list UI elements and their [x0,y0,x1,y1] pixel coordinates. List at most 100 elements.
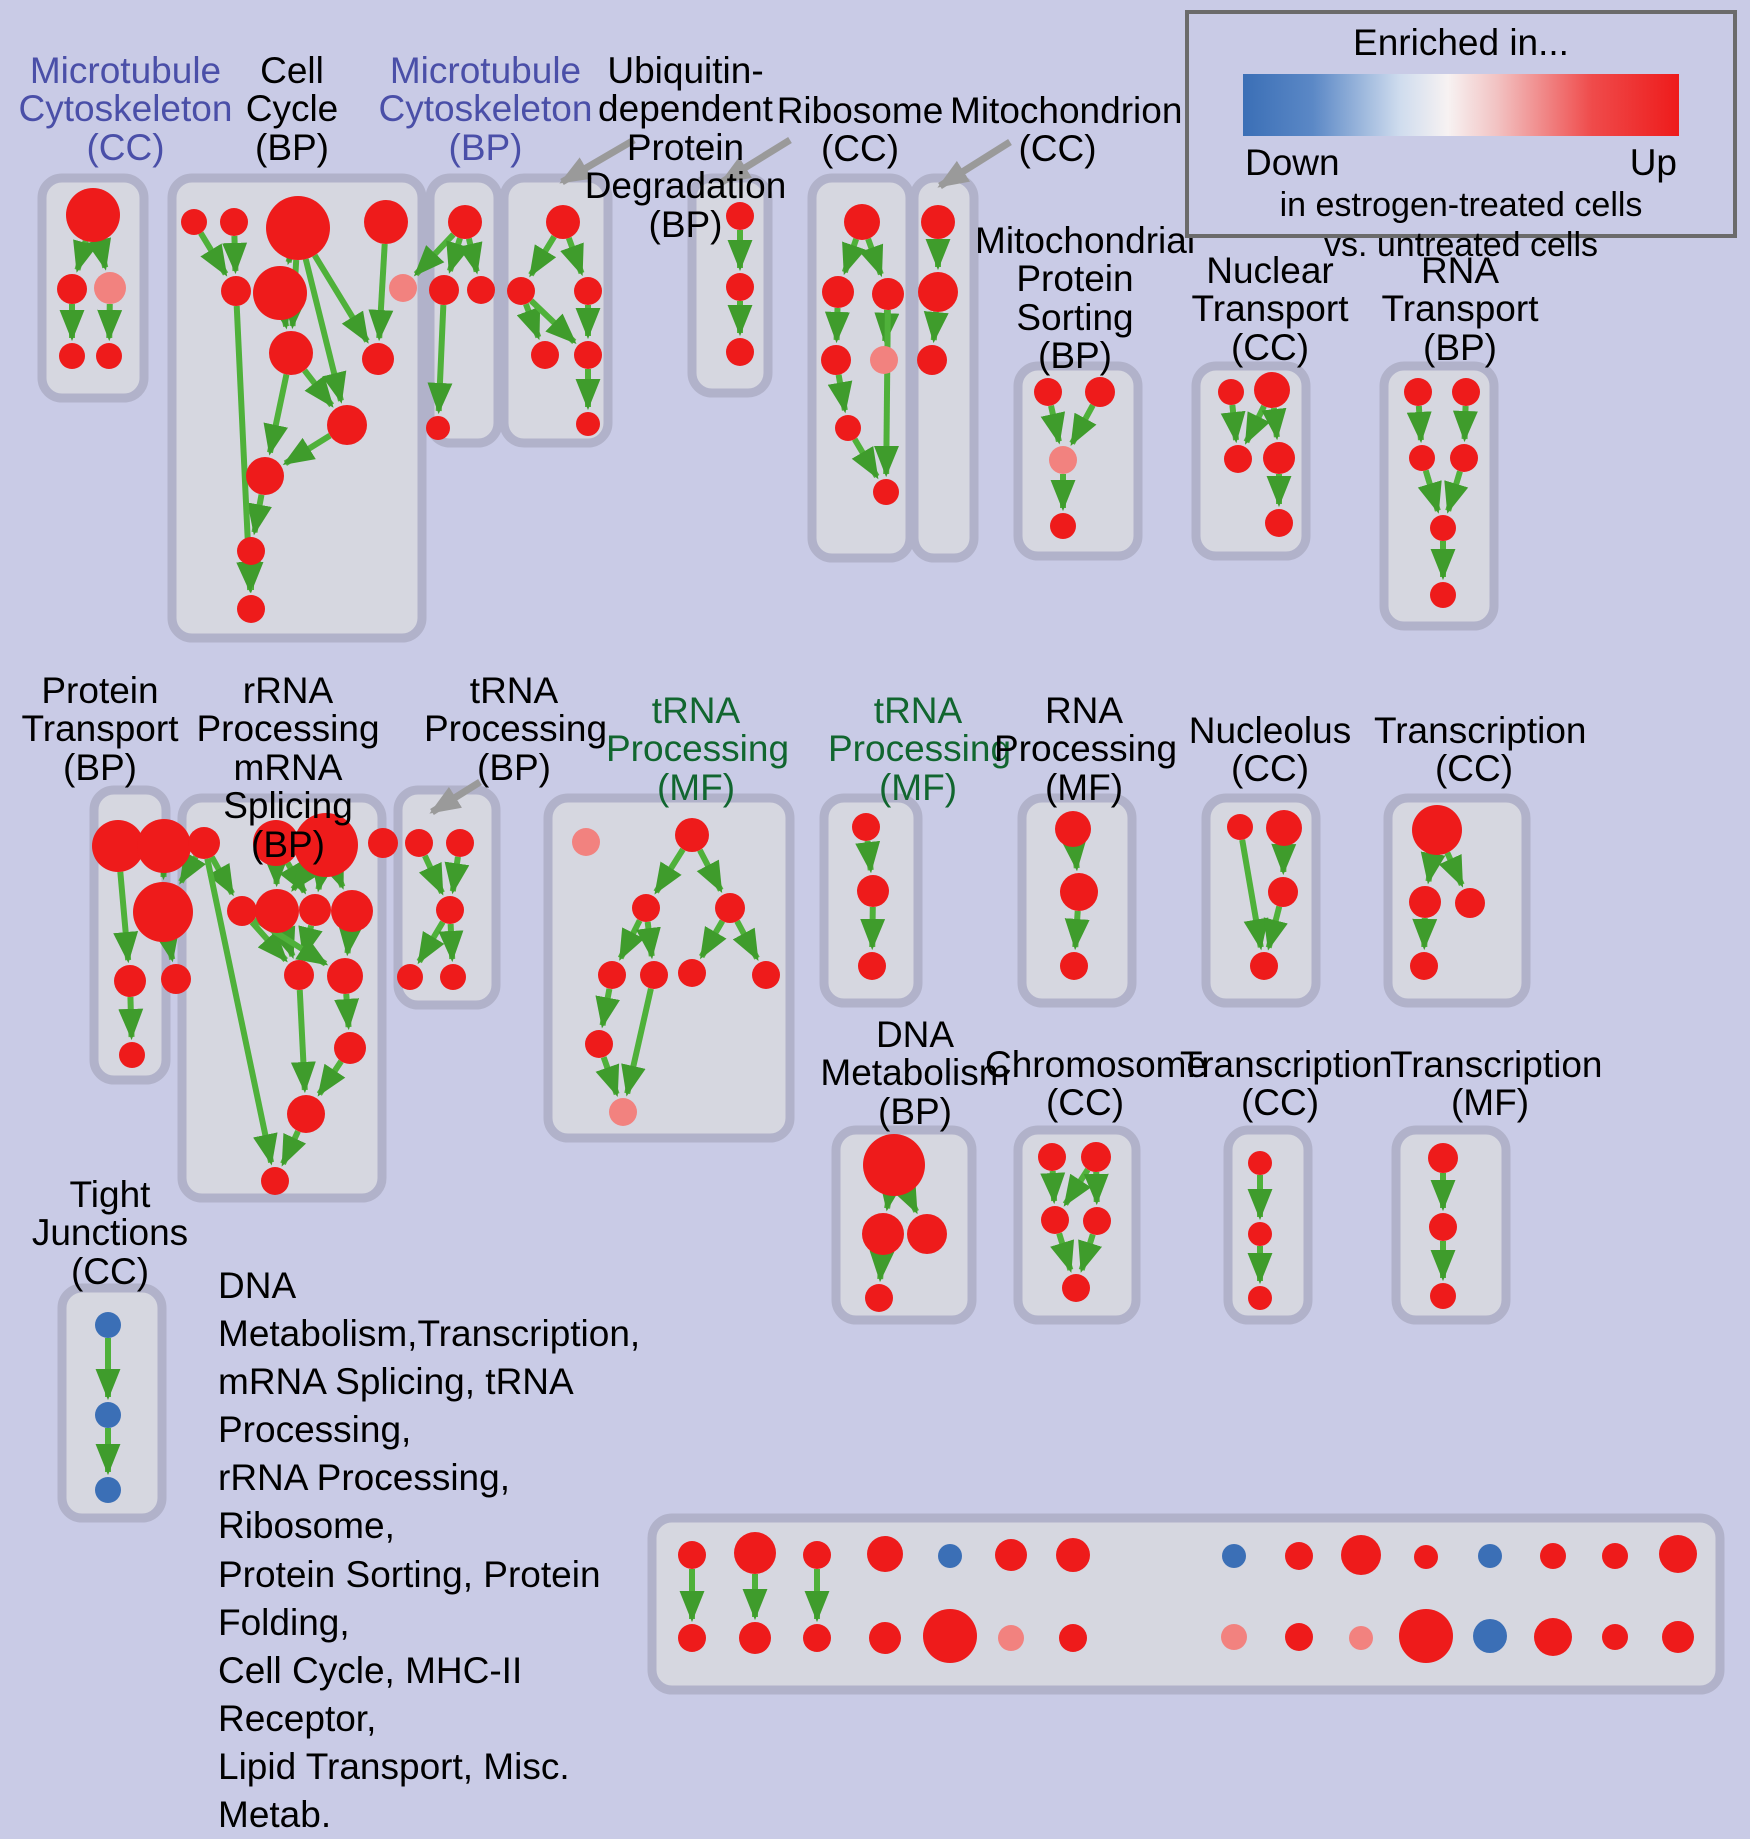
gene-node[interactable] [574,277,602,305]
gene-node[interactable] [1404,378,1432,406]
gene-node[interactable] [585,1030,613,1058]
gene-node[interactable] [1341,1535,1381,1575]
gene-node[interactable] [863,1134,925,1196]
gene-node[interactable] [1478,1544,1502,1568]
gene-node[interactable] [918,272,958,312]
gene-node[interactable] [255,889,299,933]
gene-node[interactable] [1452,378,1480,406]
gene-node[interactable] [1412,805,1462,855]
gene-node[interactable] [917,345,947,375]
gene-node[interactable] [1250,952,1278,980]
gene-node[interactable] [678,959,706,987]
gene-node[interactable] [1430,582,1456,608]
gene-node[interactable] [1285,1623,1313,1651]
gene-node[interactable] [188,827,220,859]
gene-node[interactable] [440,964,466,990]
gene-node[interactable] [1414,1545,1438,1569]
gene-node[interactable] [405,829,433,857]
gene-node[interactable] [96,343,122,369]
gene-node[interactable] [1050,513,1076,539]
gene-node[interactable] [331,890,373,932]
gene-node[interactable] [821,345,851,375]
gene-node[interactable] [327,958,363,994]
gene-node[interactable] [284,960,314,990]
gene-node[interactable] [1081,1142,1111,1172]
gene-node[interactable] [253,820,299,866]
gene-node[interactable] [852,813,880,841]
gene-node[interactable] [858,952,886,980]
gene-node[interactable] [1473,1619,1507,1653]
gene-node[interactable] [227,896,257,926]
gene-node[interactable] [1430,1283,1456,1309]
gene-node[interactable] [1222,1544,1246,1568]
gene-node[interactable] [1254,372,1290,408]
gene-node[interactable] [1060,952,1088,980]
gene-node[interactable] [675,818,709,852]
gene-node[interactable] [1218,379,1244,405]
gene-node[interactable] [237,595,265,623]
gene-node[interactable] [448,205,482,239]
gene-node[interactable] [389,274,417,302]
gene-node[interactable] [1248,1151,1272,1175]
gene-node[interactable] [95,1477,121,1503]
gene-node[interactable] [1041,1206,1069,1234]
gene-node[interactable] [1428,1143,1458,1173]
gene-node[interactable] [362,343,394,375]
gene-node[interactable] [1221,1624,1247,1650]
gene-node[interactable] [598,961,626,989]
gene-node[interactable] [862,1213,904,1255]
gene-node[interactable] [574,341,602,369]
gene-node[interactable] [576,412,600,436]
gene-node[interactable] [872,278,904,310]
gene-node[interactable] [1083,1207,1111,1235]
gene-node[interactable] [1430,515,1456,541]
gene-node[interactable] [752,961,780,989]
gene-node[interactable] [923,1609,977,1663]
gene-node[interactable] [546,205,580,239]
gene-node[interactable] [57,274,87,304]
gene-node[interactable] [640,961,668,989]
gene-node[interactable] [261,1167,289,1195]
gene-node[interactable] [119,1042,145,1068]
gene-node[interactable] [1038,1143,1066,1171]
gene-node[interactable] [334,1032,366,1064]
gene-node[interactable] [294,813,358,877]
gene-node[interactable] [1602,1543,1628,1569]
gene-node[interactable] [397,964,423,990]
gene-node[interactable] [1034,378,1062,406]
gene-node[interactable] [1399,1609,1453,1663]
gene-node[interactable] [938,1544,962,1568]
gene-node[interactable] [734,1532,776,1574]
gene-node[interactable] [327,405,367,445]
gene-node[interactable] [726,273,754,301]
gene-node[interactable] [1062,1274,1090,1302]
gene-node[interactable] [907,1214,947,1254]
gene-node[interactable] [572,828,600,856]
gene-node[interactable] [95,1312,121,1338]
gene-node[interactable] [1227,814,1253,840]
gene-node[interactable] [221,276,251,306]
gene-node[interactable] [133,882,193,942]
gene-node[interactable] [426,416,450,440]
gene-node[interactable] [1662,1621,1694,1653]
gene-node[interactable] [368,828,398,858]
gene-node[interactable] [726,202,754,230]
gene-node[interactable] [507,277,535,305]
gene-node[interactable] [531,341,559,369]
gene-node[interactable] [137,819,191,873]
gene-node[interactable] [237,537,265,565]
gene-node[interactable] [1285,1542,1313,1570]
gene-node[interactable] [246,457,284,495]
gene-node[interactable] [632,894,660,922]
gene-node[interactable] [822,276,854,308]
gene-node[interactable] [114,965,146,997]
gene-node[interactable] [467,276,495,304]
gene-node[interactable] [161,964,191,994]
gene-node[interactable] [1659,1535,1697,1573]
gene-node[interactable] [59,343,85,369]
gene-node[interactable] [1602,1624,1628,1650]
gene-node[interactable] [835,415,861,441]
gene-node[interactable] [609,1098,637,1126]
gene-node[interactable] [1266,810,1302,846]
gene-node[interactable] [364,200,408,244]
